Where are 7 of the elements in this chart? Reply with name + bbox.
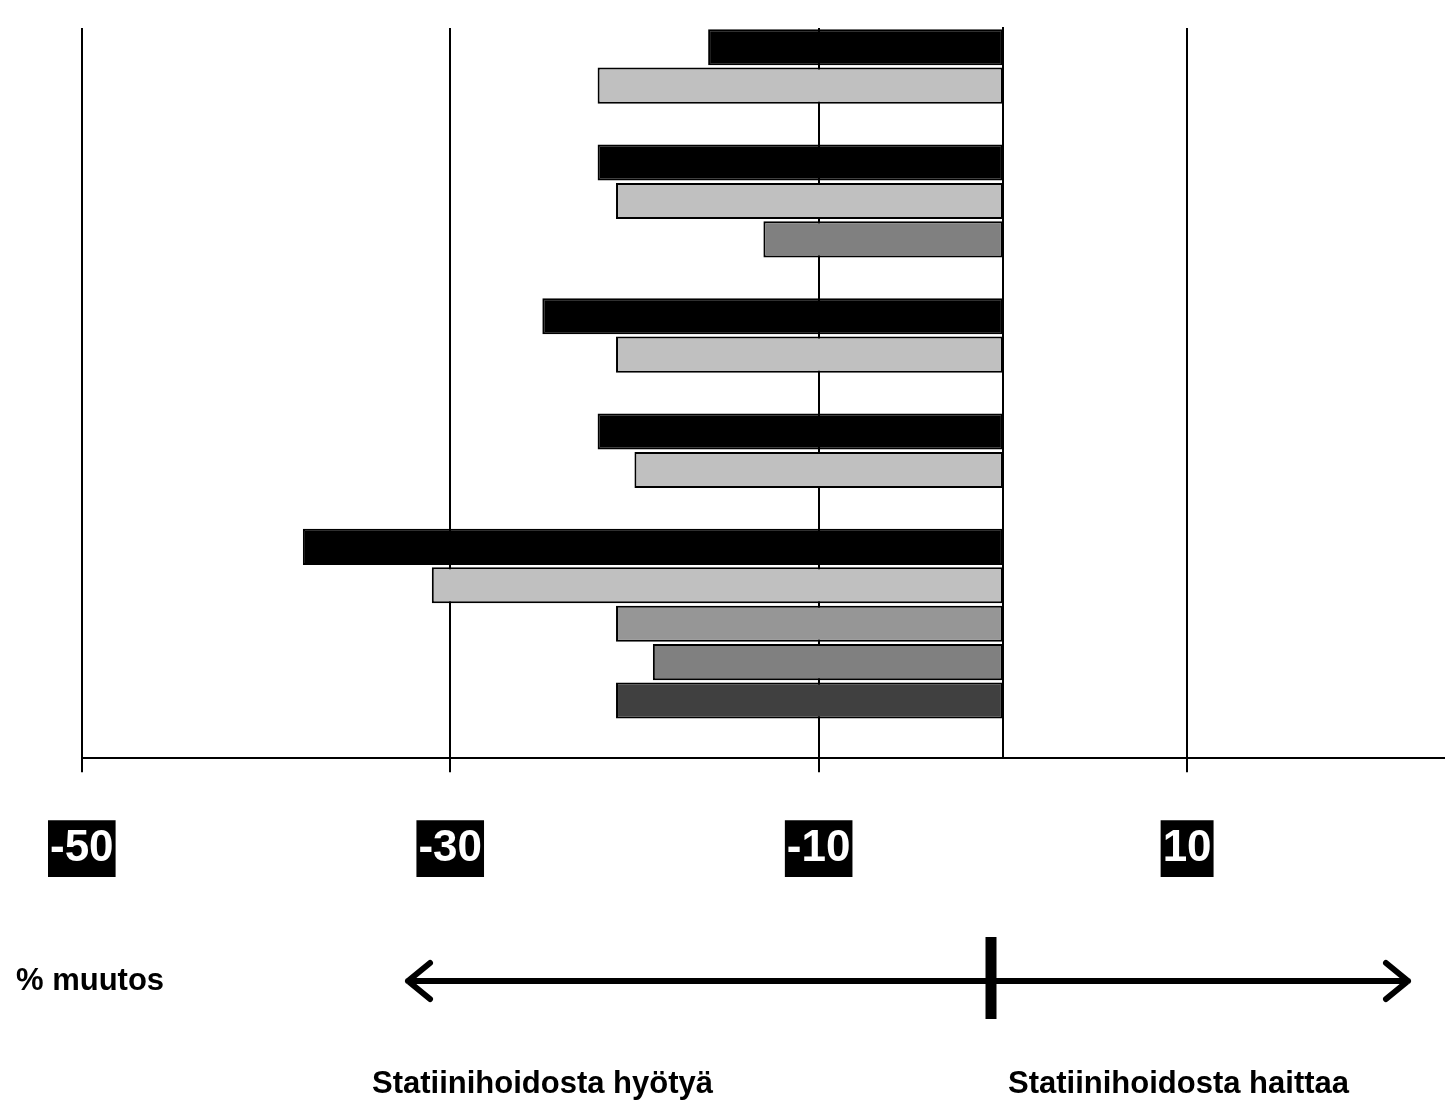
x-tick-label: 10 xyxy=(1162,820,1212,870)
x-tick-label: -50 xyxy=(50,820,114,870)
text: Statiinihoidosta hyötyä xyxy=(372,1065,714,1101)
text: % muutos xyxy=(16,962,165,998)
text: Statiinihoidosta haittaa xyxy=(1008,1065,1350,1101)
x-tick-label: -10 xyxy=(786,820,851,870)
x-tick-label: -30 xyxy=(418,820,483,870)
